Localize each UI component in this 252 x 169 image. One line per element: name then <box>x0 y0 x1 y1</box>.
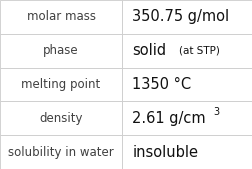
Bar <box>0 0 122 34</box>
Text: melting point: melting point <box>21 78 101 91</box>
Text: density: density <box>39 112 83 125</box>
Bar <box>0 135 122 169</box>
Text: 350.75 g/mol: 350.75 g/mol <box>132 9 229 24</box>
Text: solubility in water: solubility in water <box>8 146 114 159</box>
Bar <box>0 34 122 68</box>
Bar <box>122 68 252 101</box>
Text: phase: phase <box>43 44 79 57</box>
Bar <box>122 34 252 68</box>
Bar <box>122 101 252 135</box>
Text: 1350 °C: 1350 °C <box>132 77 192 92</box>
Bar <box>0 101 122 135</box>
Text: molar mass: molar mass <box>27 10 96 23</box>
Text: solid: solid <box>132 43 166 58</box>
Text: insoluble: insoluble <box>132 145 198 160</box>
Text: 3: 3 <box>213 107 219 117</box>
Bar <box>0 68 122 101</box>
Text: (at STP): (at STP) <box>179 46 220 56</box>
Bar <box>122 135 252 169</box>
Text: 2.61 g/cm: 2.61 g/cm <box>132 111 206 126</box>
Bar <box>122 0 252 34</box>
